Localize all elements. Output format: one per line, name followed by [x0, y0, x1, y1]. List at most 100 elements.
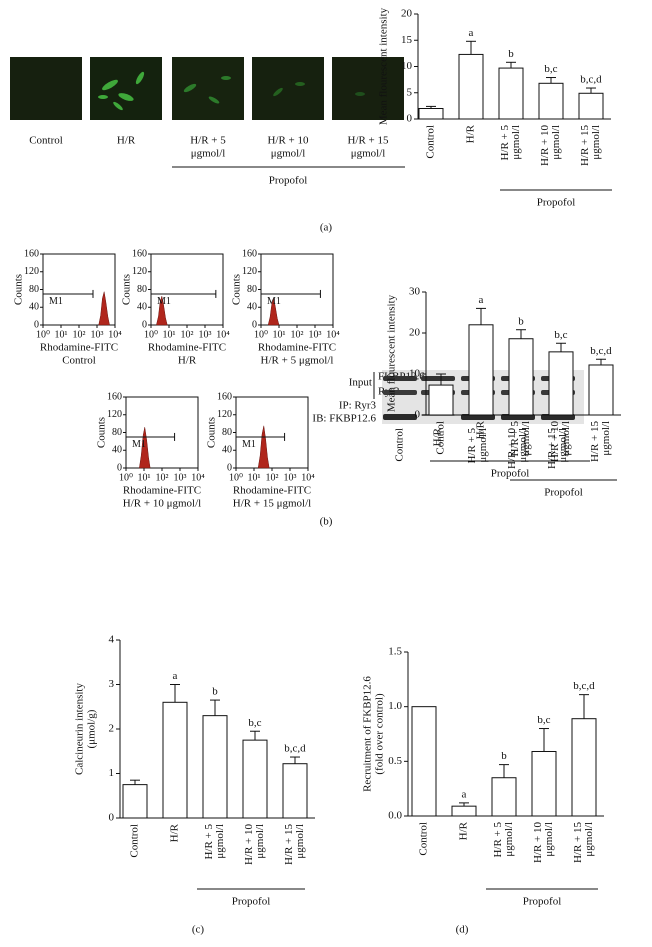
annotation: b,c	[537, 714, 550, 726]
micrograph-label: H/R + 5	[190, 135, 226, 147]
bar	[588, 364, 614, 416]
y-axis-label: Counts	[231, 274, 243, 305]
panel-label: (c)	[192, 924, 205, 936]
x-tick-label: H/R + 15	[572, 822, 584, 864]
annotation: b,c,d	[284, 743, 306, 755]
x-tick-label: H/R	[458, 821, 470, 840]
bar	[508, 338, 534, 416]
micrograph-label: H/R + 15	[347, 135, 389, 147]
histogram-peak	[156, 296, 168, 326]
y-tick-label: 0	[407, 113, 413, 125]
y-axis-label: (fold over control)	[374, 693, 386, 775]
y-tick-label: 80	[112, 427, 122, 438]
y-tick-label: 0	[227, 462, 232, 473]
blot-band	[383, 414, 417, 420]
y-axis-label: Counts	[206, 417, 218, 448]
blot-label: Input	[349, 377, 372, 389]
y-tick-label: 120	[107, 409, 122, 420]
y-tick-label: 1.5	[388, 646, 402, 658]
x-tick-label: H/R	[169, 823, 181, 842]
group-label: Propofol	[544, 487, 583, 499]
y-axis-label: Recruitment of FKBP12.6	[362, 676, 374, 792]
bar	[451, 805, 477, 817]
y-tick-label: 30	[409, 286, 421, 298]
plot-frame	[125, 396, 199, 469]
bar	[548, 351, 574, 416]
panel-label: (d)	[456, 924, 469, 936]
x-tick-label: 10⁰	[36, 329, 50, 340]
lane-label: μgmol/l	[557, 428, 569, 463]
cells	[98, 71, 145, 111]
y-tick-label: 3	[109, 678, 115, 690]
x-tick-label: H/R + 5	[492, 822, 504, 858]
x-tick-label: 10⁴	[326, 329, 340, 340]
y-tick-label: 40	[247, 302, 257, 313]
x-tick-label: 10¹	[163, 329, 176, 340]
gate-label: M1	[242, 439, 256, 450]
y-tick-label: 0.5	[388, 755, 402, 767]
y-tick-label: 4	[109, 634, 115, 646]
x-tick-label: 10⁴	[191, 472, 205, 483]
bar	[411, 706, 437, 817]
lane-label: H/R + 15	[546, 428, 558, 470]
x-tick-label: 10¹	[138, 472, 151, 483]
blot-band	[383, 376, 417, 381]
annotation: b	[508, 48, 514, 60]
annotation: b	[518, 315, 524, 327]
x-tick-label: μgmol/l	[600, 421, 612, 456]
bar	[242, 739, 268, 819]
x-tick-label: μgmol/l	[520, 421, 532, 456]
y-tick-label: 20	[401, 8, 413, 20]
annotation: b,c	[554, 329, 567, 341]
y-tick-label: 160	[132, 248, 147, 259]
y-tick-label: 120	[24, 266, 39, 277]
y-tick-label: 160	[217, 391, 232, 402]
x-tick-label: μgmol/l	[583, 822, 595, 857]
x-axis-label: Rhodamine-FITC	[148, 342, 226, 354]
y-tick-label: 10	[401, 60, 413, 72]
x-tick-label: μgmol/l	[254, 824, 266, 859]
histogram-peak	[257, 425, 270, 469]
subtitle: H/R + 10 μgmol/l	[123, 498, 201, 510]
y-tick-label: 5	[407, 86, 413, 98]
annotation: a	[173, 670, 178, 682]
x-tick-label: 10³	[199, 329, 212, 340]
y-axis-label: Mean flourescent intensity	[386, 294, 398, 412]
x-tick-label: H/R + 10	[243, 824, 255, 866]
gate-label: M1	[157, 296, 171, 307]
lane-label: H/R + 5	[466, 428, 478, 464]
x-tick-label: H/R + 5	[509, 421, 521, 457]
x-tick-label: 10³	[309, 329, 322, 340]
x-tick-label: 10⁰	[229, 472, 243, 483]
x-tick-label: μgmol/l	[214, 824, 226, 859]
y-tick-label: 0.0	[388, 810, 402, 822]
x-tick-label: 10²	[181, 329, 194, 340]
y-tick-label: 160	[107, 391, 122, 402]
x-tick-label: μgmol/l	[510, 125, 522, 160]
x-tick-label: 10⁴	[108, 329, 122, 340]
y-axis-label: (μmol/g)	[86, 709, 98, 748]
micrograph-label: μgmol/l	[191, 148, 226, 160]
histogram-peak	[267, 297, 280, 326]
bar	[428, 384, 454, 416]
bar	[571, 718, 597, 817]
group-label: Propofol	[523, 896, 562, 908]
x-tick-label: 10⁰	[254, 329, 268, 340]
y-tick-label: 80	[247, 284, 257, 295]
y-tick-label: 80	[29, 284, 39, 295]
blot-label: IP: Ryr3	[339, 400, 377, 412]
cells	[183, 76, 231, 104]
micrographs: Propofol	[10, 57, 405, 187]
group-label: Propofol	[537, 197, 576, 209]
bar	[418, 108, 444, 120]
x-tick-label: H/R + 10	[549, 421, 561, 463]
gate-label: M1	[132, 439, 146, 450]
x-tick-label: 10⁴	[301, 472, 315, 483]
x-tick-label: μgmol/l	[550, 125, 562, 160]
x-tick-label: 10²	[266, 472, 279, 483]
x-tick-label: Control	[129, 824, 141, 858]
micrograph-label: μgmol/l	[351, 148, 386, 160]
bar	[282, 763, 308, 819]
bar	[458, 53, 484, 120]
y-tick-label: 120	[217, 409, 232, 420]
